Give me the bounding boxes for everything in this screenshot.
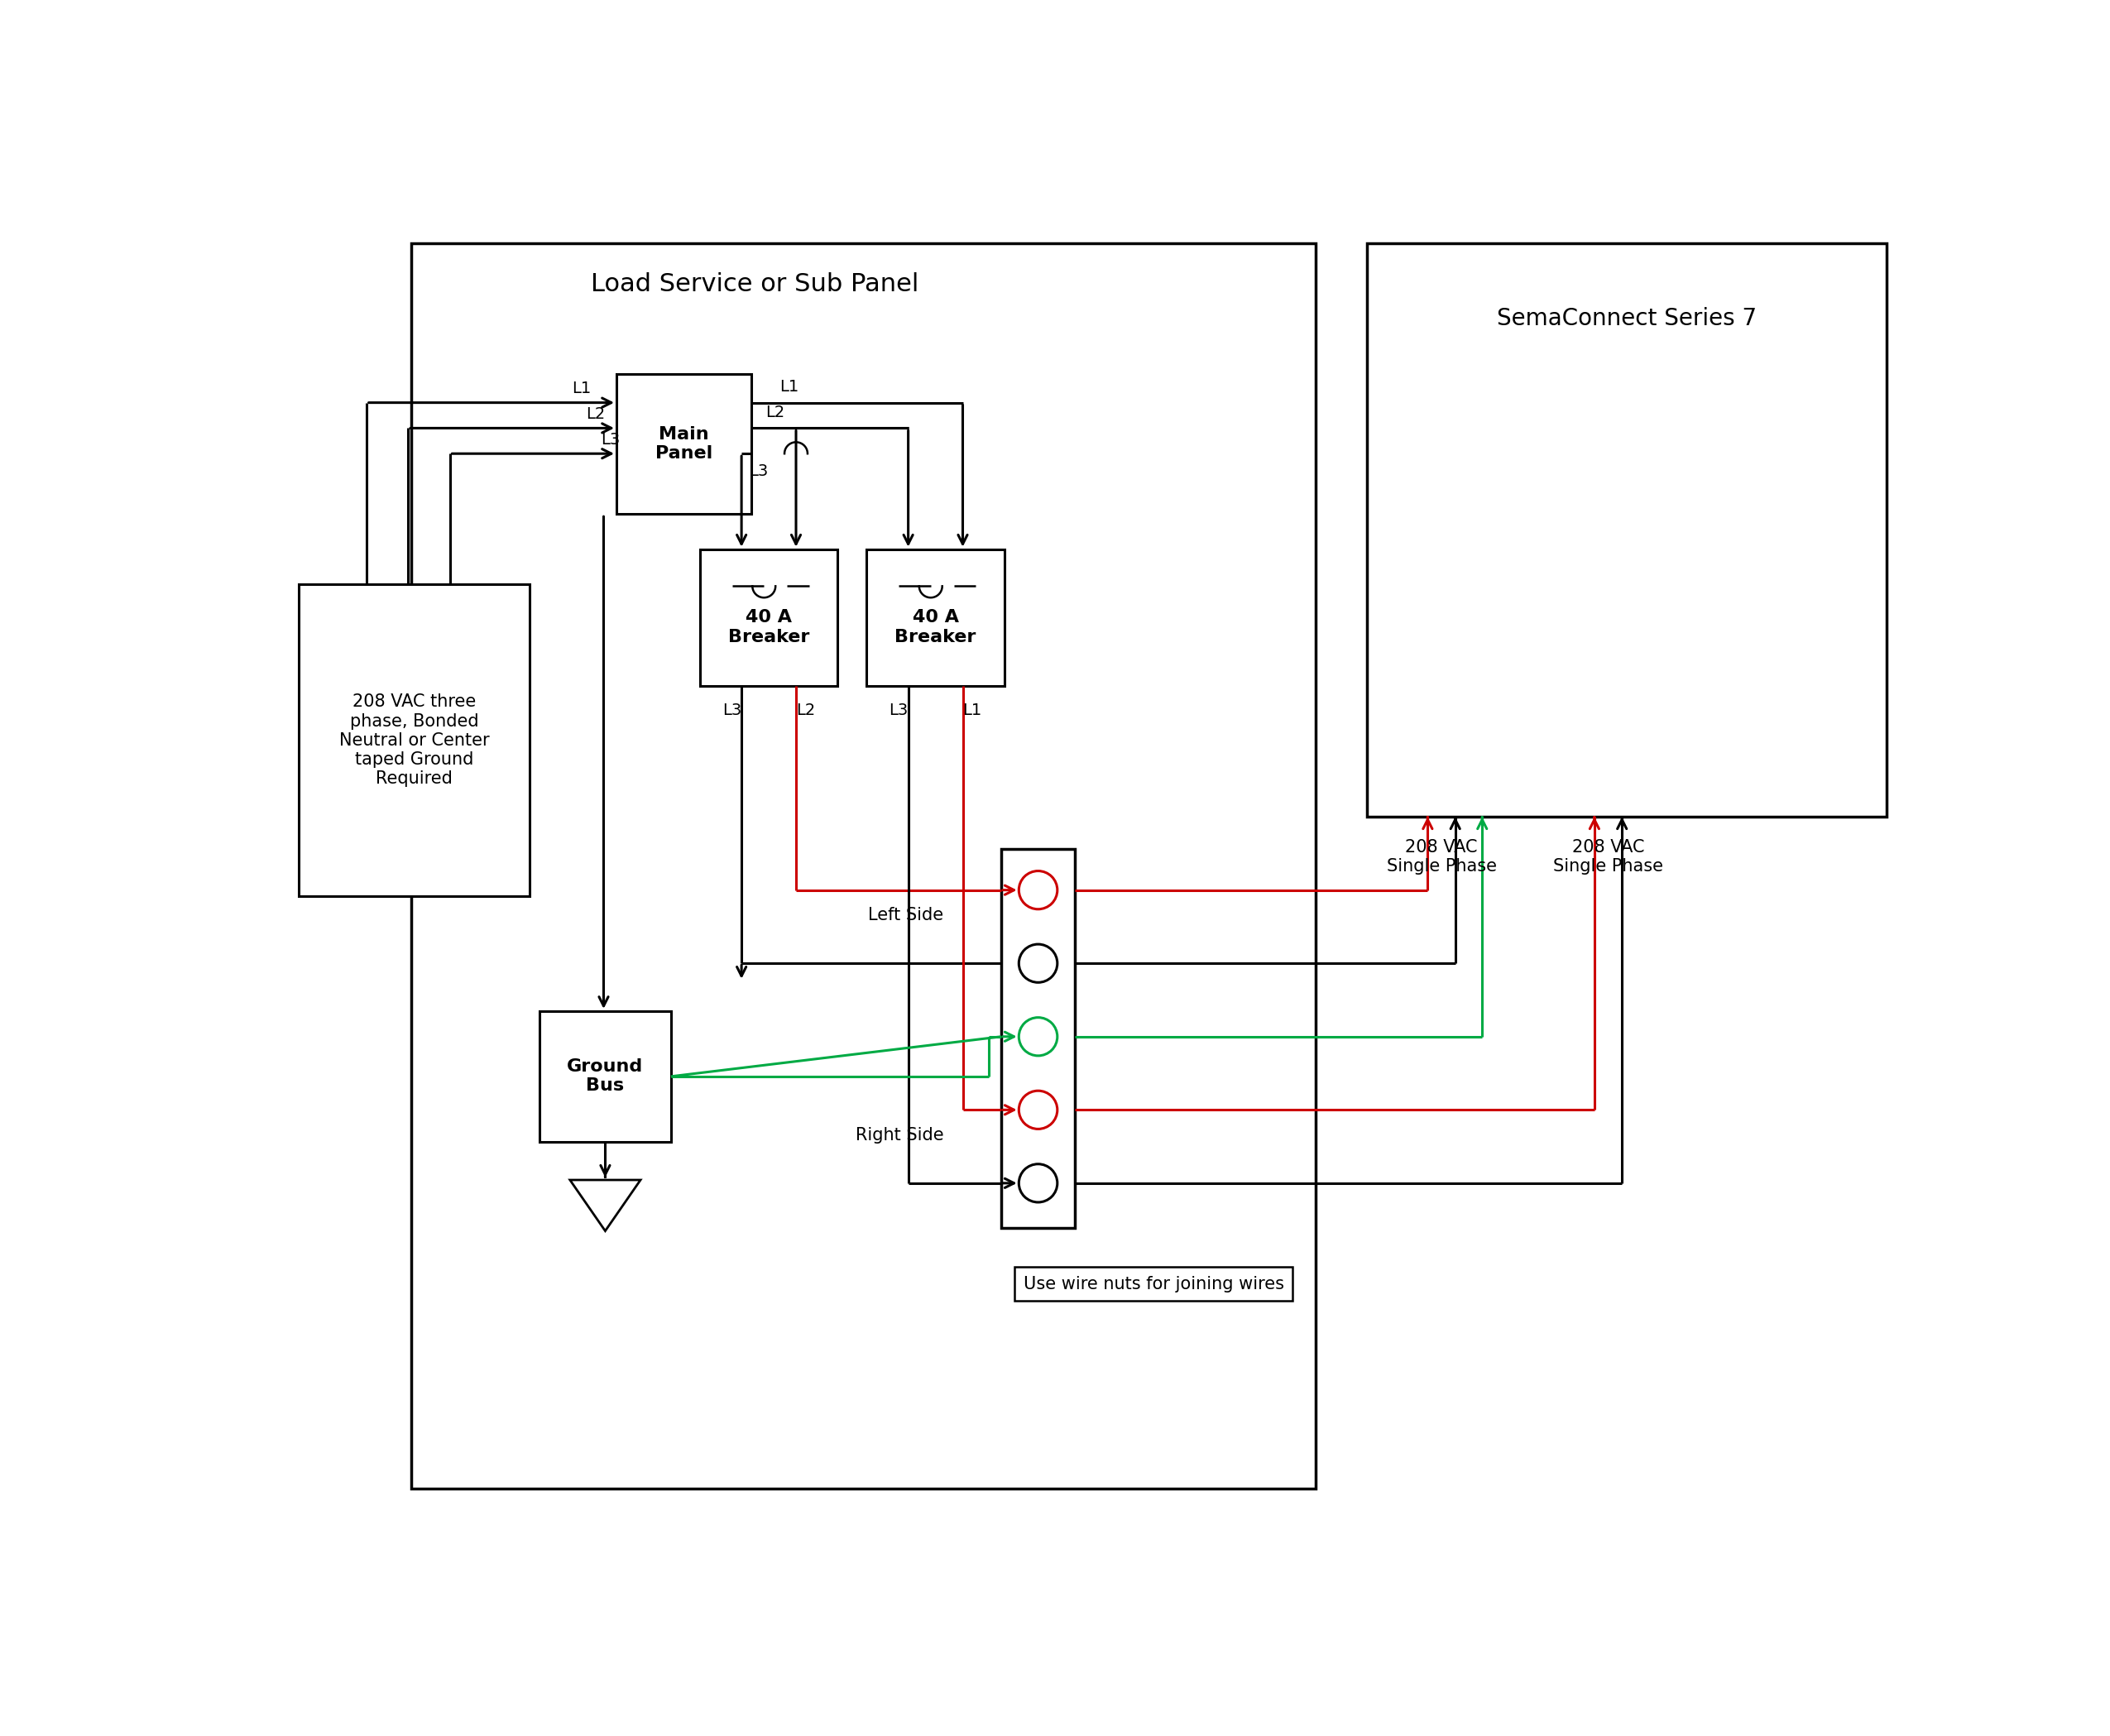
Text: L3: L3 [888, 701, 907, 717]
Text: Load Service or Sub Panel: Load Service or Sub Panel [591, 273, 918, 297]
Bar [540, 1010, 671, 1142]
Circle shape [1019, 1017, 1057, 1055]
Bar [867, 549, 1004, 686]
Text: Use wire nuts for joining wires: Use wire nuts for joining wires [1023, 1276, 1283, 1292]
Text: 40 A
Breaker: 40 A Breaker [728, 609, 810, 646]
Text: Left Side: Left Side [867, 908, 943, 924]
Text: L1: L1 [572, 380, 591, 396]
Bar [300, 585, 530, 896]
Text: 40 A
Breaker: 40 A Breaker [895, 609, 977, 646]
Text: L2: L2 [795, 701, 814, 717]
Text: SemaConnect Series 7: SemaConnect Series 7 [1496, 307, 1756, 330]
Bar [1002, 849, 1074, 1227]
Circle shape [1019, 1090, 1057, 1128]
Text: L2: L2 [587, 406, 606, 422]
Circle shape [1019, 871, 1057, 910]
Text: 208 VAC
Single Phase: 208 VAC Single Phase [1553, 838, 1663, 875]
Text: L3: L3 [749, 464, 768, 479]
Text: Ground
Bus: Ground Bus [568, 1059, 644, 1094]
Text: L3: L3 [722, 701, 741, 717]
Text: Main
Panel: Main Panel [654, 427, 713, 462]
Text: L3: L3 [601, 432, 620, 448]
Text: L1: L1 [962, 701, 981, 717]
Text: L1: L1 [781, 378, 800, 396]
Text: 208 VAC three
phase, Bonded
Neutral or Center
taped Ground
Required: 208 VAC three phase, Bonded Neutral or C… [340, 694, 490, 786]
Bar [1367, 243, 1886, 818]
Text: L2: L2 [766, 404, 785, 420]
Bar [411, 243, 1315, 1489]
Bar [616, 373, 751, 514]
Circle shape [1019, 944, 1057, 983]
Bar [701, 549, 838, 686]
Text: 208 VAC
Single Phase: 208 VAC Single Phase [1386, 838, 1496, 875]
Circle shape [1019, 1165, 1057, 1203]
Text: Right Side: Right Side [855, 1127, 943, 1144]
